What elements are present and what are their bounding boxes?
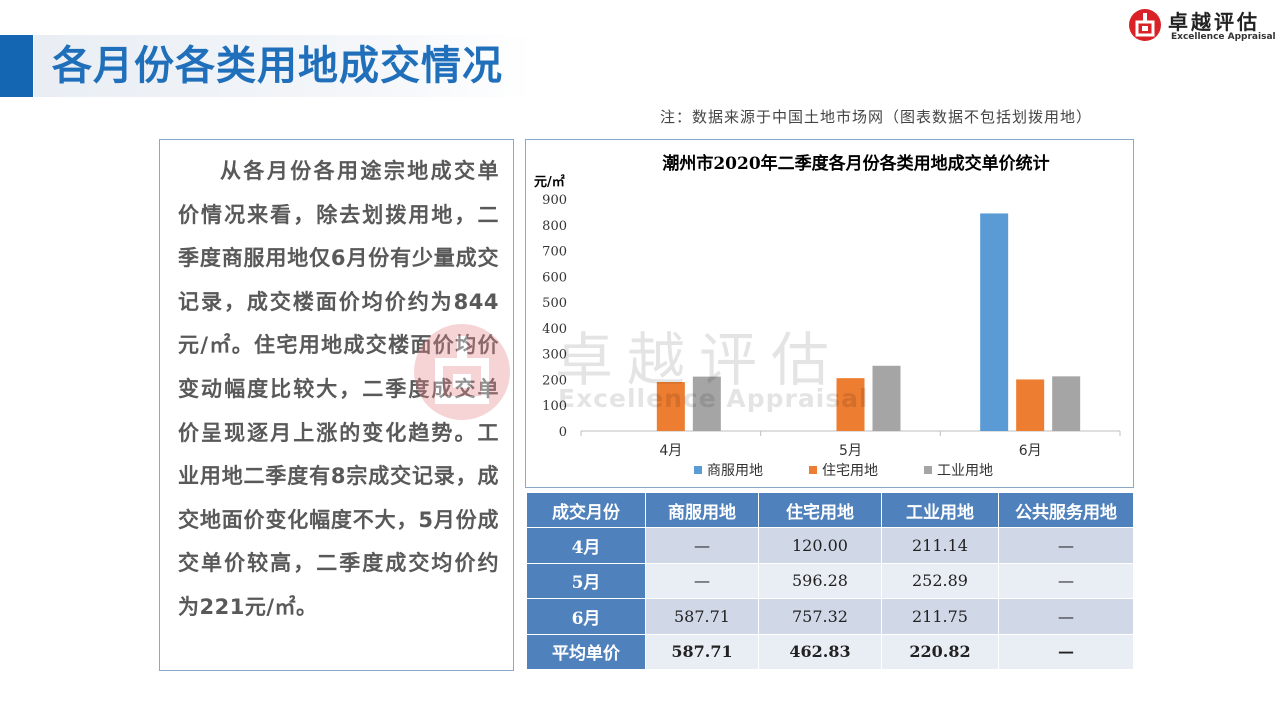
- table-header-cell: 公共服务用地: [998, 492, 1134, 528]
- title-accent-bar: [0, 35, 33, 97]
- page-title: 各月份各类用地成交情况: [52, 43, 503, 89]
- x-axis: [580, 430, 1121, 436]
- logo-subtext: Excellence Appraisal: [1171, 32, 1276, 42]
- row-label: 5月: [526, 562, 646, 599]
- title-background: [34, 35, 534, 97]
- bar-工业用地-6月: [1052, 376, 1081, 431]
- logo-icon: [1129, 9, 1161, 41]
- table-cell: —: [998, 633, 1134, 670]
- y-tick-label: 100: [542, 399, 567, 414]
- table-cell: —: [645, 562, 759, 599]
- table-header-cell: 成交月份: [526, 492, 646, 528]
- bar-商服用地-6月: [980, 213, 1009, 431]
- x-tick-label: 4月: [659, 443, 682, 459]
- analysis-text: 从各月份各用途宗地成交单价情况来看，除去划拨用地，二季度商服用地仅6月份有少量成…: [178, 159, 499, 619]
- y-tick-label: 800: [542, 219, 567, 234]
- y-axis-ticks: 0 100 200 300 400 500 600 700 800 900: [542, 193, 567, 440]
- y-tick-label: 600: [542, 270, 567, 285]
- y-tick-label: 400: [542, 322, 567, 337]
- y-tick-label: 200: [542, 373, 567, 388]
- row-label: 4月: [526, 527, 646, 564]
- chart-legend: 商服用地 住宅用地 工业用地: [694, 463, 993, 479]
- price-table: 成交月份 商服用地 住宅用地 工业用地 公共服务用地 4月 — 120.00 2…: [526, 492, 1134, 670]
- y-tick-label: 500: [542, 296, 567, 311]
- table-cell: 211.75: [881, 598, 999, 635]
- legend-label: 住宅用地: [822, 463, 878, 479]
- source-note: 注：数据来源于中国土地市场网（图表数据不包括划拨用地）: [660, 108, 1093, 126]
- legend-swatch: [694, 466, 702, 474]
- chart-title: 潮州市2020年二季度各月份各类用地成交单价统计: [662, 153, 1049, 174]
- table-cell: 462.83: [758, 633, 882, 670]
- analysis-panel: 从各月份各用途宗地成交单价情况来看，除去划拨用地，二季度商服用地仅6月份有少量成…: [159, 139, 514, 671]
- bar-工业用地-4月: [692, 376, 721, 431]
- row-label: 6月: [526, 598, 646, 635]
- x-tick-label: 6月: [1019, 443, 1042, 459]
- bar-住宅用地-5月: [836, 378, 865, 431]
- table-header-cell: 住宅用地: [758, 492, 882, 528]
- table-cell: 120.00: [758, 527, 882, 564]
- table-cell: —: [998, 527, 1134, 564]
- logo-text: 卓越评估: [1168, 10, 1260, 34]
- y-tick-label: 900: [542, 193, 567, 208]
- table-row: 5月 — 596.28 252.89 —: [526, 562, 1134, 599]
- bar-住宅用地-4月: [656, 382, 685, 431]
- y-axis-unit: 元/㎡: [534, 174, 565, 190]
- table-header-cell: 工业用地: [881, 492, 999, 528]
- chart-bars: [656, 213, 1081, 431]
- x-tick-label: 5月: [839, 443, 862, 459]
- table-cell: 596.28: [758, 562, 882, 599]
- table-cell: 587.71: [645, 633, 759, 670]
- bar-住宅用地-6月: [1016, 379, 1045, 431]
- table-cell: 587.71: [645, 598, 759, 635]
- table-cell: 757.32: [758, 598, 882, 635]
- table-cell: —: [998, 562, 1134, 599]
- table-row: 4月 — 120.00 211.14 —: [526, 527, 1134, 564]
- row-label: 平均单价: [526, 633, 646, 670]
- y-tick-label: 0: [559, 425, 567, 440]
- table-cell: —: [998, 598, 1134, 635]
- table-row-average: 平均单价 587.71 462.83 220.82 —: [526, 633, 1134, 670]
- y-tick-label: 700: [542, 245, 567, 260]
- legend-label: 商服用地: [707, 463, 763, 479]
- table-cell: 211.14: [881, 527, 999, 564]
- table-row: 6月 587.71 757.32 211.75 —: [526, 598, 1134, 635]
- table-cell: 220.82: [881, 633, 999, 670]
- legend-label: 工业用地: [937, 463, 993, 479]
- x-axis-labels: 4月 5月 6月: [659, 443, 1041, 459]
- chart-canvas: 潮州市2020年二季度各月份各类用地成交单价统计 元/㎡ 0 100 200 300 4…: [534, 153, 1121, 479]
- table-header-row: 成交月份 商服用地 住宅用地 工业用地 公共服务用地: [526, 492, 1134, 528]
- table-cell: 252.89: [881, 562, 999, 599]
- y-tick-label: 300: [542, 348, 567, 363]
- legend-swatch: [924, 466, 932, 474]
- table-header-cell: 商服用地: [645, 492, 759, 528]
- table-cell: —: [645, 527, 759, 564]
- bar-chart: 潮州市2020年二季度各月份各类用地成交单价统计 元/㎡ 0 100 200 300 4…: [525, 139, 1134, 488]
- legend-swatch: [809, 466, 817, 474]
- bar-工业用地-5月: [872, 365, 901, 431]
